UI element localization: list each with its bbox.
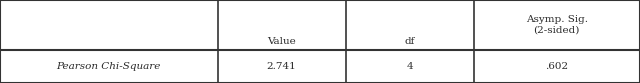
- Text: .602: .602: [545, 62, 568, 71]
- Text: Asymp. Sig.
(2-sided): Asymp. Sig. (2-sided): [526, 15, 588, 35]
- Text: 4: 4: [406, 62, 413, 71]
- Text: Value: Value: [268, 37, 296, 46]
- Text: 2.741: 2.741: [267, 62, 296, 71]
- Text: Pearson Chi-Square: Pearson Chi-Square: [56, 62, 161, 71]
- Text: df: df: [404, 37, 415, 46]
